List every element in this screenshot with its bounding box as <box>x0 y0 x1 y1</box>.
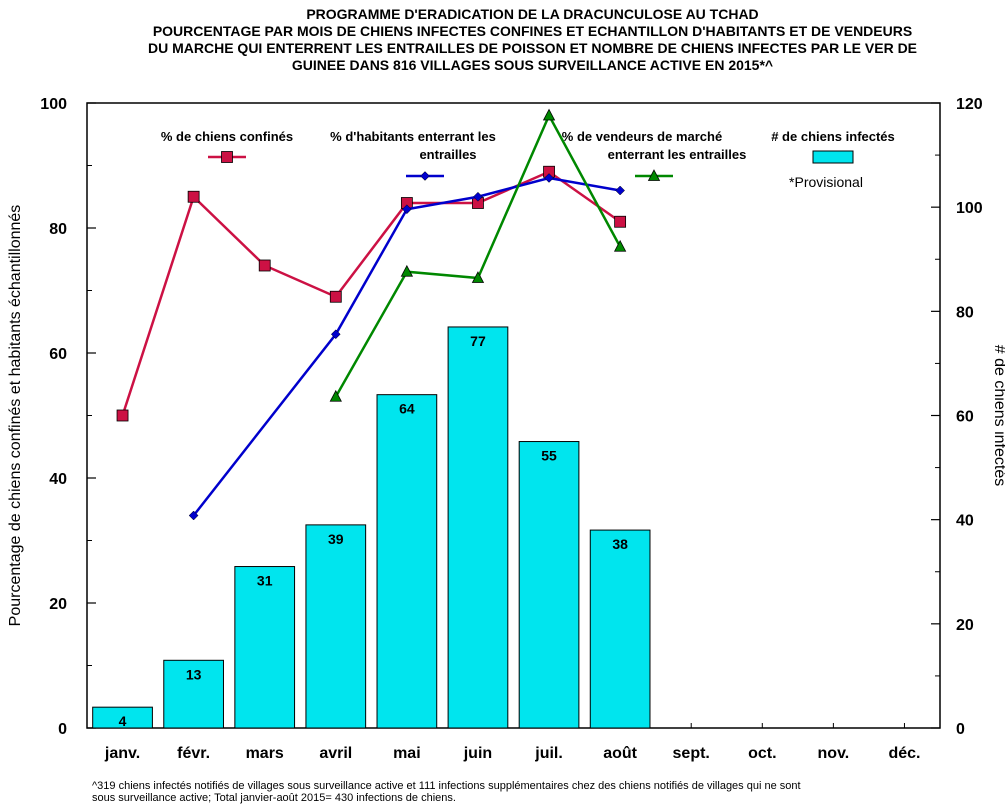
series-marker-3 <box>329 389 342 402</box>
series-marker-2 <box>330 329 341 340</box>
title-line-3: DU MARCHE QUI ENTERRENT LES ENTRAILLES D… <box>147 40 918 56</box>
right-tick-label: 60 <box>956 409 974 426</box>
left-axis-title: Pourcentage de chiens confinés et habita… <box>7 205 24 627</box>
x-tick-label: juil. <box>534 745 563 762</box>
series-marker-2 <box>544 173 554 183</box>
title-line-2: POURCENTAGE PAR MOIS DE CHIENS INFECTES … <box>152 23 913 39</box>
footnote-line-1: ^319 chiens infectés notifiés de village… <box>92 780 801 792</box>
series-marker-2 <box>188 510 199 521</box>
series-marker-2 <box>615 185 625 196</box>
bar <box>92 706 153 729</box>
left-tick-label: 60 <box>49 346 67 363</box>
right-tick-label: 100 <box>956 200 983 217</box>
left-tick-label: 40 <box>49 471 67 488</box>
bar <box>305 524 367 729</box>
series-marker-1 <box>329 290 342 303</box>
series-marker-2 <box>473 191 483 202</box>
left-tick-label: 100 <box>40 96 67 113</box>
bar <box>447 326 509 729</box>
x-tick-label: juin <box>463 745 492 762</box>
right-axis-title: # de chiens infectés <box>991 345 1005 486</box>
series-marker-1 <box>116 409 129 422</box>
left-tick-label: 0 <box>58 721 67 738</box>
legend-swatch-bars <box>812 150 854 164</box>
x-tick-label: avril <box>319 745 352 762</box>
bar-value-label: 55 <box>541 448 557 464</box>
legend-swatch-marker-2 <box>420 171 430 181</box>
x-tick-label: août <box>603 745 637 762</box>
bar <box>518 441 580 729</box>
right-tick-label: 0 <box>956 721 965 738</box>
series-marker-3 <box>471 271 485 283</box>
x-tick-label: nov. <box>818 745 850 762</box>
right-tick-label: 80 <box>956 304 974 321</box>
right-tick-label: 20 <box>956 617 974 634</box>
bar-value-label: 13 <box>186 666 202 682</box>
title-line-4: GUINEE DANS 816 VILLAGES SOUS SURVEILLAN… <box>291 57 774 73</box>
right-tick-label: 120 <box>956 96 983 113</box>
footnote-line-2: sous surveillance active; Total janvier-… <box>92 792 456 804</box>
bar-value-label: 77 <box>470 333 486 349</box>
series-marker-1 <box>258 259 271 272</box>
legend-label-2: entrailles <box>419 147 476 162</box>
title-line-1: PROGRAMME D'ERADICATION DE LA DRACUNCULO… <box>306 6 759 22</box>
bar <box>589 529 651 729</box>
provisional-note: *Provisional <box>789 174 863 190</box>
left-tick-label: 80 <box>49 221 67 238</box>
series-line-1 <box>121 170 621 416</box>
x-tick-label: oct. <box>748 745 776 762</box>
legend-label-4: # de chiens infectés <box>771 129 895 144</box>
bar <box>163 659 224 729</box>
x-tick-label: mai <box>393 745 421 762</box>
bar-value-label: 64 <box>399 401 415 417</box>
legend-label-3: % de vendeurs de marché <box>562 129 722 144</box>
legend-label-3: enterrant les entrailles <box>608 147 747 162</box>
x-tick-label: janv. <box>104 745 140 762</box>
bar-value-label: 4 <box>119 713 127 729</box>
legend-label-2: % d'habitants enterrant les <box>330 129 496 144</box>
legend-swatch-marker-3 <box>647 169 661 181</box>
right-tick-label: 40 <box>956 513 974 530</box>
series-line-2 <box>192 176 621 517</box>
left-tick-label: 20 <box>49 596 67 613</box>
series-marker-1 <box>187 190 200 203</box>
series-marker-3 <box>542 108 556 121</box>
legend-swatch-marker-1 <box>221 151 233 163</box>
bar <box>376 394 438 729</box>
x-tick-label: déc. <box>888 745 920 762</box>
series-marker-3 <box>400 264 414 277</box>
bar <box>234 566 296 729</box>
bar-value-label: 38 <box>612 536 628 552</box>
bar-value-label: 31 <box>257 573 273 589</box>
series-marker-2 <box>402 204 412 215</box>
series-marker-1 <box>614 215 627 228</box>
legend-label-1: % de chiens confinés <box>161 129 293 144</box>
x-tick-label: févr. <box>177 745 210 762</box>
series-marker-3 <box>613 239 627 252</box>
bar-value-label: 39 <box>328 531 344 547</box>
x-tick-label: sept. <box>673 745 710 762</box>
chart-title: PROGRAMME D'ERADICATION DE LA DRACUNCULO… <box>0 6 1005 74</box>
x-tick-label: mars <box>246 745 284 762</box>
footnote: ^319 chiens infectés notifiés de village… <box>92 780 801 804</box>
